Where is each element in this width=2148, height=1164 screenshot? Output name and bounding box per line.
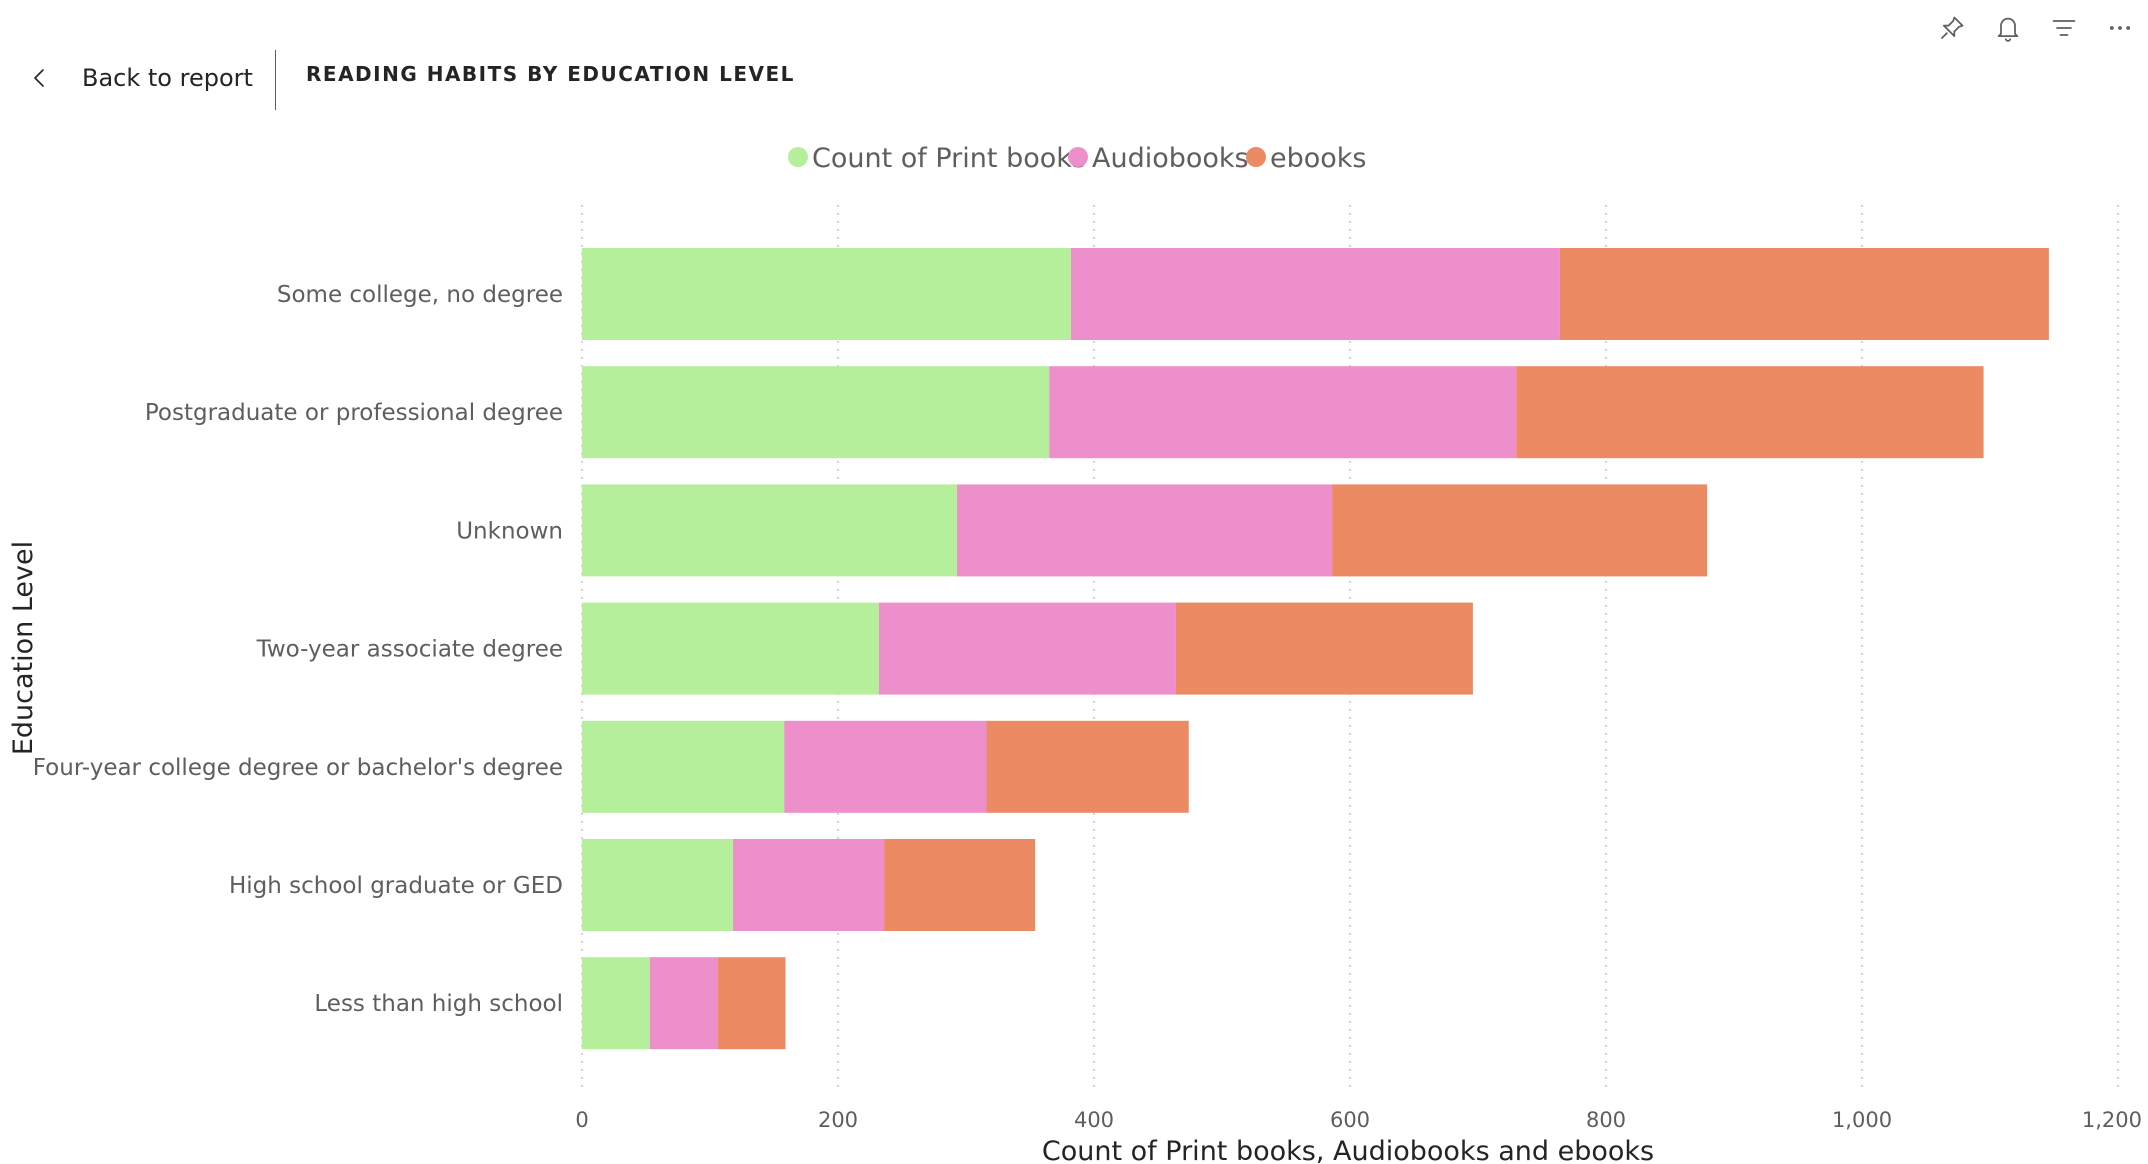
- x-axis-ticks: 0 200 400 600 800 1,000 1,200: [575, 1108, 2142, 1132]
- x-tick-label: 200: [818, 1108, 858, 1132]
- legend-entry: Audiobooks: [1092, 143, 1249, 174]
- category-label: Unknown: [456, 518, 563, 544]
- gridlines: [581, 205, 2119, 1090]
- visual-toolbar: [1924, 8, 2148, 48]
- x-tick-label: 1,200: [2082, 1108, 2142, 1132]
- category-label: Two-year associate degree: [256, 637, 563, 663]
- bar-segment[interactable]: [784, 720, 987, 813]
- pin-icon: [1940, 16, 1964, 40]
- category-label: Less than high school: [314, 991, 563, 1017]
- filter-icon: [2052, 20, 2076, 36]
- category-labels: Some college, no degree Postgraduate or p…: [33, 282, 563, 1017]
- bar-segment[interactable]: [582, 484, 958, 577]
- bar-segment[interactable]: [986, 720, 1189, 813]
- chevron-left-icon: [34, 69, 44, 87]
- bar-segment[interactable]: [878, 602, 1176, 695]
- bar-segment[interactable]: [582, 366, 1050, 459]
- bar-segment[interactable]: [649, 957, 718, 1050]
- y-axis-title: Education Level: [8, 541, 39, 755]
- bar-segment[interactable]: [733, 839, 885, 931]
- legend-marker: [1246, 147, 1266, 167]
- alert-button[interactable]: [1980, 8, 2036, 48]
- bar-segment[interactable]: [957, 484, 1333, 577]
- more-options-button[interactable]: [2092, 8, 2148, 48]
- x-tick-label: 0: [575, 1108, 588, 1132]
- bar-segment[interactable]: [1049, 366, 1517, 459]
- category-label: Some college, no degree: [277, 282, 563, 308]
- x-axis-title: Count of Print books, Audiobooks and ebo…: [1042, 1136, 1654, 1164]
- bar-segment[interactable]: [1516, 366, 1984, 459]
- bar-segment[interactable]: [582, 248, 1071, 340]
- more-options-icon: [2109, 26, 2131, 30]
- page-title: READING HABITS BY EDUCATION LEVEL: [306, 62, 795, 86]
- bell-icon: [1997, 17, 2019, 42]
- back-to-report-label: Back to report: [82, 64, 253, 92]
- bar-segment[interactable]: [717, 957, 786, 1050]
- x-tick-label: 400: [1074, 1108, 1114, 1132]
- category-label: Four-year college degree or bachelor's d…: [33, 755, 563, 781]
- x-tick-label: 800: [1586, 1108, 1626, 1132]
- bar-segment[interactable]: [1070, 248, 1560, 340]
- bar-segment[interactable]: [582, 839, 734, 931]
- legend-marker: [788, 147, 808, 167]
- bar-segment[interactable]: [582, 602, 879, 695]
- category-label: Postgraduate or professional degree: [145, 400, 563, 426]
- bar-segment[interactable]: [1332, 484, 1708, 577]
- back-to-report-button[interactable]: Back to report: [28, 48, 253, 108]
- bar-segment[interactable]: [1559, 248, 2049, 340]
- x-tick-label: 600: [1330, 1108, 1370, 1132]
- filter-button[interactable]: [2036, 8, 2092, 48]
- bar-segment[interactable]: [1175, 602, 1473, 695]
- legend-marker: [1068, 147, 1088, 167]
- pin-button[interactable]: [1924, 8, 1980, 48]
- chart-legend: Count of Print books Audiobooks ebooks: [788, 143, 1367, 174]
- chart-bars: [582, 248, 2049, 1050]
- legend-entry: ebooks: [1270, 143, 1367, 174]
- header-divider: [275, 50, 276, 110]
- bar-segment[interactable]: [884, 839, 1036, 931]
- bar-segment[interactable]: [582, 957, 650, 1050]
- bar-segment[interactable]: [582, 720, 785, 813]
- legend-entry: Count of Print books: [812, 143, 1086, 174]
- page-header: Back to report READING HABITS BY EDUCATI…: [0, 48, 900, 112]
- category-label: High school graduate or GED: [229, 873, 563, 899]
- x-tick-label: 1,000: [1832, 1108, 1892, 1132]
